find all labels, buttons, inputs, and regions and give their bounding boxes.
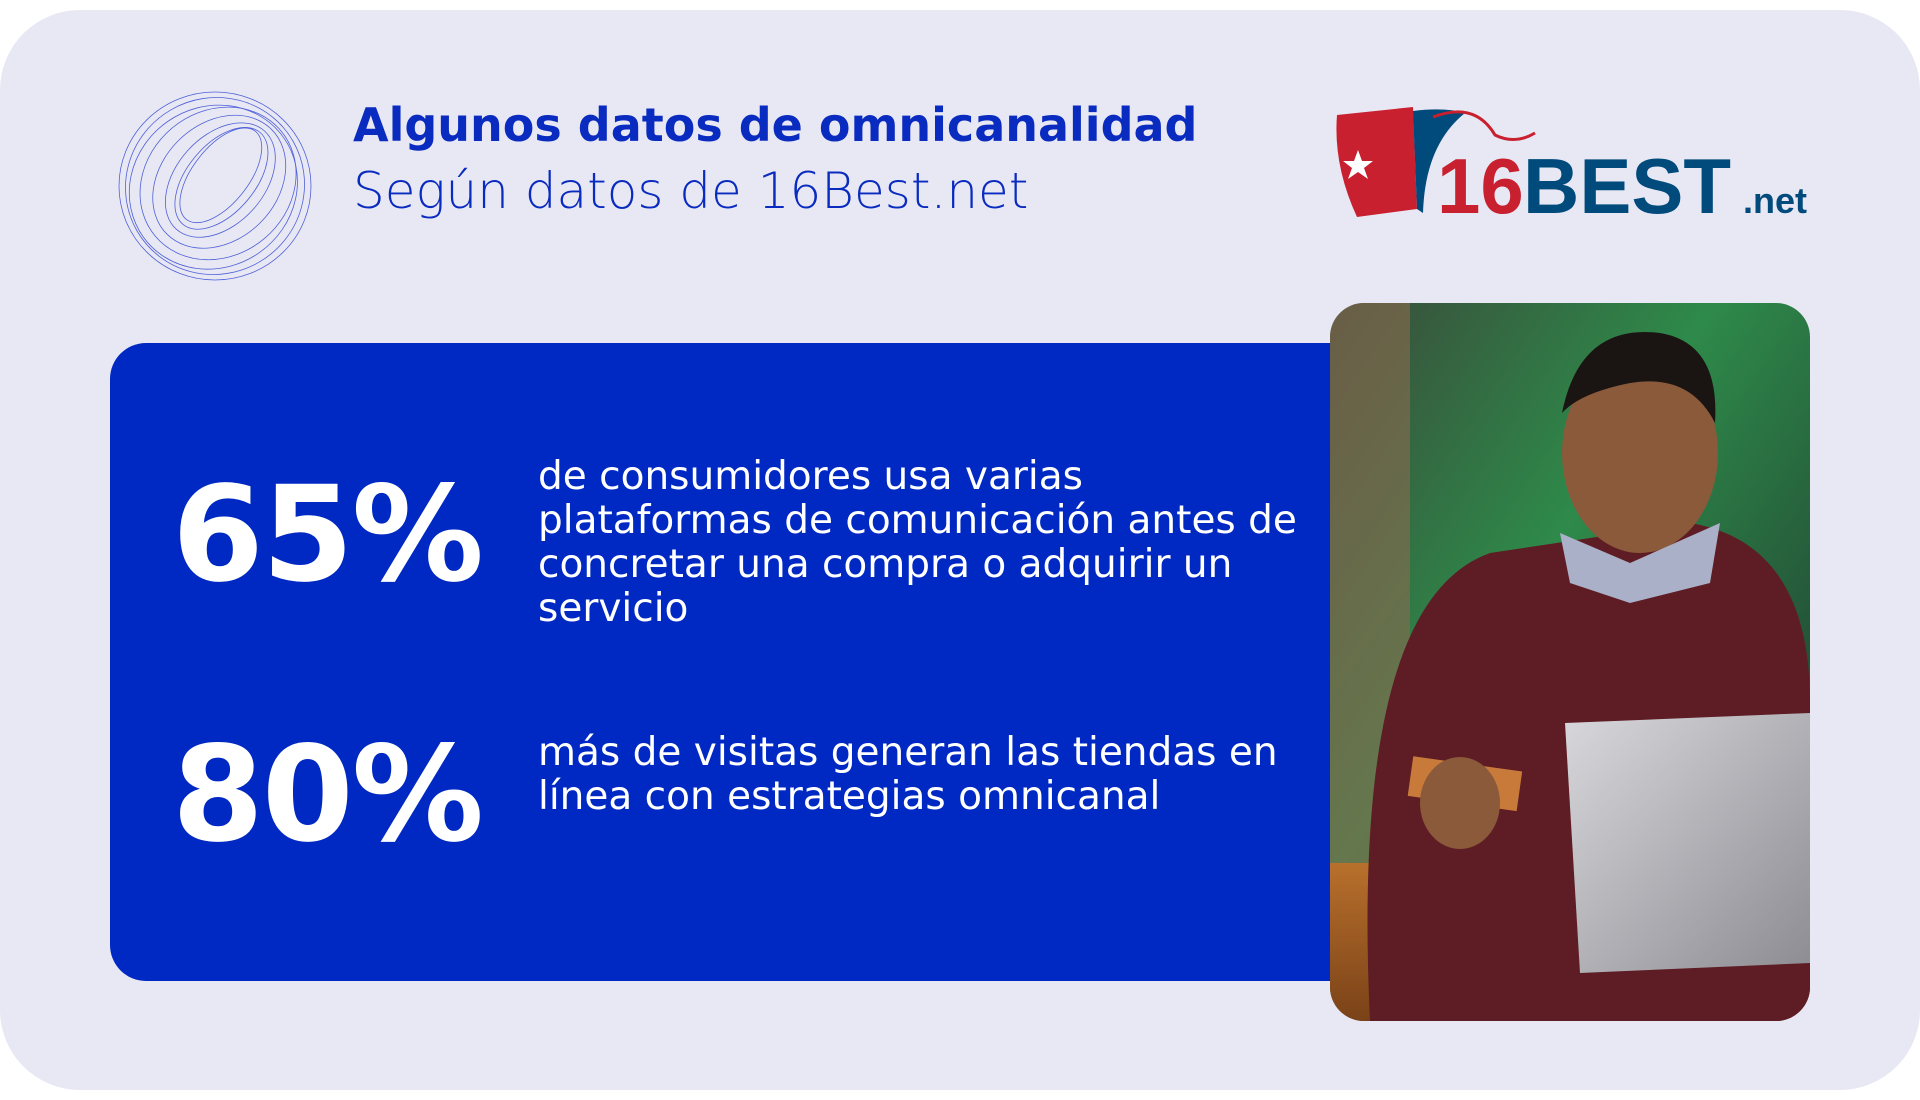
svg-text:16: 16 [1437,142,1524,225]
ring-logo-icon [118,91,312,281]
stat-description: más de visitas generan las tiendas en lí… [538,730,1278,819]
stats-panel: 65% de consumidores usa varias plataform… [110,343,1350,981]
page-title: Algunos datos de omnicanalidad [353,98,1198,152]
customer-photo [1330,303,1810,1021]
stat-value: 80% [172,718,484,872]
svg-text:BEST: BEST [1523,142,1731,225]
stat-value: 65% [172,458,484,612]
stat-description: de consumidores usa varias plataformas d… [538,454,1297,631]
16best-logo: 16 BEST .net [1336,107,1807,225]
infographic-card: Algunos datos de omnicanalidad Según dat… [0,10,1920,1090]
page-subtitle: Según datos de 16Best.net [353,162,1029,220]
svg-text:.net: .net [1743,180,1807,221]
